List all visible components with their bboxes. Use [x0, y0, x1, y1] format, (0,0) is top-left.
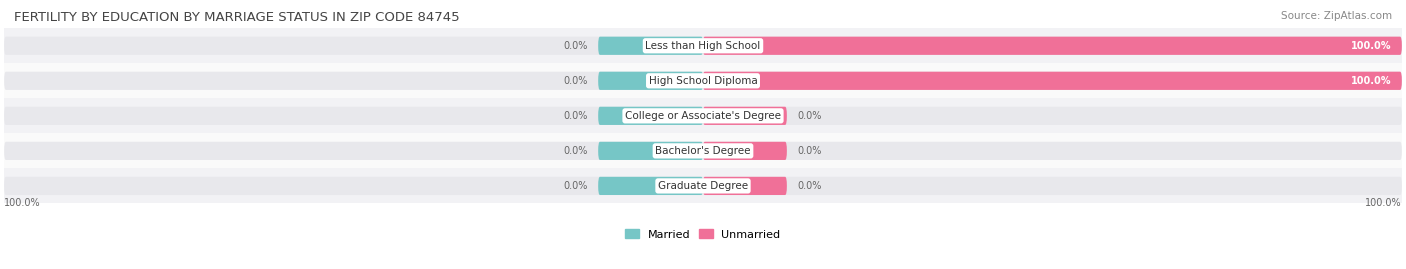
Text: 100.0%: 100.0% [4, 198, 41, 208]
FancyBboxPatch shape [598, 142, 703, 160]
FancyBboxPatch shape [4, 72, 1402, 90]
Bar [4, 28, 1402, 63]
Legend: Married, Unmarried: Married, Unmarried [621, 225, 785, 244]
FancyBboxPatch shape [598, 107, 703, 125]
Text: 0.0%: 0.0% [797, 111, 821, 121]
FancyBboxPatch shape [703, 177, 787, 195]
FancyBboxPatch shape [4, 142, 1402, 160]
Text: College or Associate's Degree: College or Associate's Degree [626, 111, 780, 121]
Text: 0.0%: 0.0% [797, 181, 821, 191]
Text: Bachelor's Degree: Bachelor's Degree [655, 146, 751, 156]
Text: High School Diploma: High School Diploma [648, 76, 758, 86]
Text: 100.0%: 100.0% [1351, 76, 1392, 86]
FancyBboxPatch shape [4, 37, 1402, 55]
Text: FERTILITY BY EDUCATION BY MARRIAGE STATUS IN ZIP CODE 84745: FERTILITY BY EDUCATION BY MARRIAGE STATU… [14, 11, 460, 24]
FancyBboxPatch shape [703, 107, 787, 125]
Bar [4, 168, 1402, 203]
Text: 0.0%: 0.0% [564, 41, 588, 51]
Text: 0.0%: 0.0% [564, 181, 588, 191]
FancyBboxPatch shape [598, 177, 703, 195]
Text: 0.0%: 0.0% [564, 146, 588, 156]
FancyBboxPatch shape [703, 72, 1402, 90]
FancyBboxPatch shape [598, 72, 703, 90]
Text: Source: ZipAtlas.com: Source: ZipAtlas.com [1281, 11, 1392, 21]
Bar [4, 98, 1402, 133]
FancyBboxPatch shape [4, 107, 1402, 125]
Text: 0.0%: 0.0% [564, 76, 588, 86]
Text: Graduate Degree: Graduate Degree [658, 181, 748, 191]
FancyBboxPatch shape [598, 37, 703, 55]
Bar [4, 63, 1402, 98]
FancyBboxPatch shape [703, 142, 787, 160]
Text: 0.0%: 0.0% [564, 111, 588, 121]
Text: 100.0%: 100.0% [1365, 198, 1402, 208]
FancyBboxPatch shape [4, 177, 1402, 195]
Text: 0.0%: 0.0% [797, 146, 821, 156]
FancyBboxPatch shape [703, 37, 1402, 55]
Text: Less than High School: Less than High School [645, 41, 761, 51]
Text: 100.0%: 100.0% [1351, 41, 1392, 51]
Bar [4, 133, 1402, 168]
